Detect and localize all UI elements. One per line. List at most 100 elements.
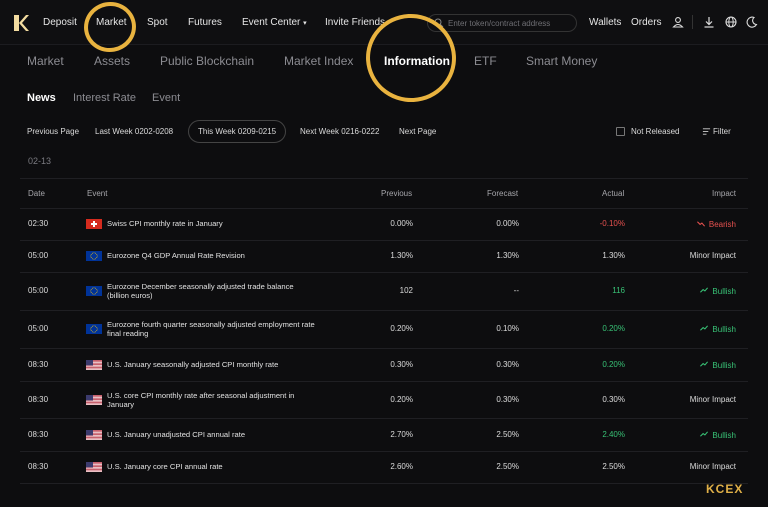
previous-page-button[interactable]: Previous Page [27,127,80,136]
row-event: Swiss CPI monthly rate in January [107,219,223,228]
this-week-button[interactable]: This Week 0209-0215 [188,120,287,143]
trend-up-icon [700,360,709,367]
subnav-information[interactable]: Information [384,54,450,68]
table-row[interactable]: 08:30 U.S. January seasonally adjusted CP… [20,348,748,382]
row-time: 05:00 [28,286,49,295]
search-input[interactable] [448,17,572,29]
header-impact: Impact [712,189,737,198]
row-actual: 0.30% [602,394,625,404]
row-impact: Bullish [650,430,736,440]
us-flag-icon [86,359,102,370]
trend-up-icon [700,325,709,331]
row-forecast: 1.30% [496,251,519,260]
header-event: Event [87,189,108,198]
row-previous: 2.60% [390,462,413,471]
subnav-market-index[interactable]: Market Index [284,54,354,68]
table-row[interactable]: 05:00 Eurozone fourth quarter seasonally … [20,310,748,349]
row-actual: 116 [612,286,625,295]
nav-spot[interactable]: Spot [147,17,168,28]
table-row[interactable]: 08:30 U.S. January core CPI annual rate 2.… [20,451,748,484]
header-forecast: Forecast [487,189,519,198]
row-impact: Minor Impact [689,251,736,260]
nav-orders[interactable]: Orders [631,17,662,28]
tab-news[interactable]: News [27,92,56,104]
subnav-market[interactable]: Market [27,54,64,68]
filter-button[interactable]: Filter [713,127,731,136]
subnav-assets[interactable]: Assets [94,54,131,68]
us-flag-icon [86,429,102,440]
row-impact-label: Bullish [712,287,736,296]
table-row[interactable]: 08:30 U.S. January unadjusted CPI annual … [20,418,748,452]
row-forecast: 2.50% [496,429,519,439]
dark-mode-moon-icon[interactable] [746,16,758,28]
nav-market[interactable]: Market [96,17,127,28]
row-impact-label: Bullish [712,430,736,440]
tab-event[interactable]: Event [152,92,181,104]
globe-icon[interactable] [725,16,737,28]
not-released-label: Not Released [631,127,680,136]
trend-down-icon [696,221,705,227]
header-date: Date [28,189,45,198]
us-flag-icon [86,394,102,405]
download-icon[interactable] [703,16,715,28]
token-search-box[interactable] [427,14,577,32]
kcex-watermark-logo: KCEX [706,482,744,496]
nav-wallets[interactable]: Wallets [589,17,622,28]
nav-event-center-label: Event Center [242,17,301,28]
nav-futures[interactable]: Futures [188,17,222,28]
row-impact: Bullish [650,286,736,296]
row-actual: 0.20% [602,359,625,369]
row-impact: Minor Impact [689,462,736,471]
row-impact: Bullish [650,324,736,334]
row-forecast: -- [513,286,519,295]
us-flag-icon [86,462,102,472]
subnav-public-blockchain[interactable]: Public Blockchain [160,54,255,68]
subnav-etf[interactable]: ETF [474,54,497,68]
row-event: Eurozone Q4 GDP Annual Rate Revision [107,251,245,260]
trend-up-icon [700,430,709,437]
row-impact-label: Bullish [712,325,736,334]
table-row[interactable]: 02:30 Swiss CPI monthly rate in January 0.… [20,208,748,241]
row-previous: 0.20% [390,394,413,404]
row-forecast: 0.30% [496,394,519,404]
switzerland-flag-icon [86,219,102,229]
row-event: U.S. core CPI monthly rate after seasona… [107,390,295,409]
nav-deposit[interactable]: Deposit [43,17,77,28]
table-row[interactable]: 05:00 Eurozone December seasonally adjust… [20,272,748,311]
row-previous: 0.00% [390,219,413,228]
row-time: 05:00 [28,324,49,333]
top-nav: Deposit Market Spot Futures Event Center… [0,0,768,45]
row-time: 08:30 [28,429,49,439]
row-actual: 2.50% [602,462,625,471]
eu-flag-icon [86,324,102,334]
nav-invite-friends[interactable]: Invite Friends [325,17,386,28]
kcex-logo-icon[interactable] [12,14,30,32]
date-group-label: 02-13 [28,156,52,166]
header-previous: Previous [381,189,413,198]
eu-flag-icon [86,286,102,296]
chevron-down-icon: ▾ [303,20,307,27]
row-event: Eurozone fourth quarter seasonally adjus… [107,320,315,338]
user-icon[interactable] [672,16,684,28]
table-row[interactable]: 05:00 Eurozone Q4 GDP Annual Rate Revisio… [20,240,748,273]
table-row[interactable]: 08:30 U.S. core CPI monthly rate after se… [20,381,748,419]
row-time: 08:30 [28,394,49,404]
next-week-button[interactable]: Next Week 0216-0222 [300,127,380,136]
eu-flag-icon [86,251,102,261]
subnav-smart-money[interactable]: Smart Money [526,54,598,68]
row-forecast: 0.00% [496,219,519,228]
row-time: 02:30 [28,219,49,228]
row-time: 08:30 [28,359,49,369]
next-page-button[interactable]: Next Page [399,127,437,136]
row-impact-label: Bearish [708,220,736,229]
nav-event-center[interactable]: Event Center ▾ [242,17,307,28]
row-event: U.S. January seasonally adjusted CPI mon… [107,359,279,369]
search-icon [434,18,444,28]
filter-icon[interactable] [702,127,711,136]
row-actual: -0.10% [599,219,625,228]
row-previous: 2.70% [390,429,413,439]
row-event: Eurozone December seasonally adjusted tr… [107,282,294,300]
tab-interest-rate[interactable]: Interest Rate [73,92,136,104]
not-released-checkbox[interactable] [616,127,625,136]
last-week-button[interactable]: Last Week 0202-0208 [95,127,174,136]
